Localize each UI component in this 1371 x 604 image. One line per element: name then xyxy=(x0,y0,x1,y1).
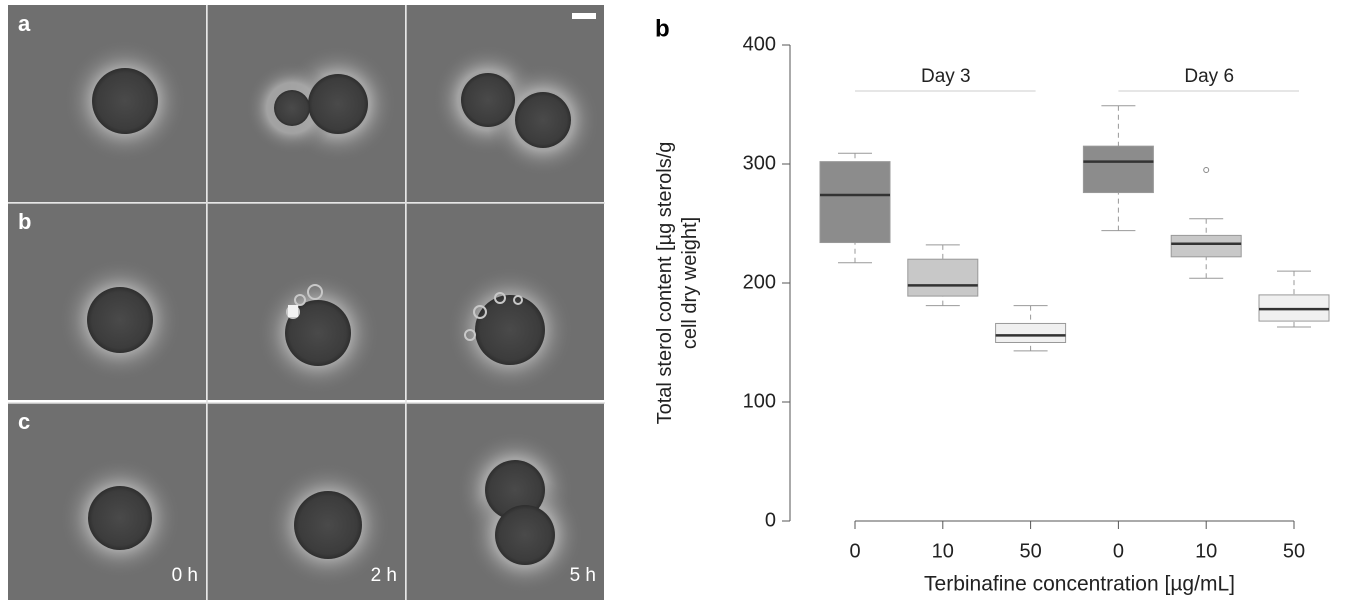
y-tick-label: 300 xyxy=(743,152,776,174)
panel-label: a xyxy=(18,11,31,36)
group-label: Day 6 xyxy=(1184,66,1234,87)
time-label: 5 h xyxy=(570,565,596,586)
vesicle xyxy=(294,294,306,306)
cell xyxy=(495,505,555,565)
panel-label: b xyxy=(655,15,670,42)
vesicle xyxy=(494,292,506,304)
panel-label: b xyxy=(18,209,31,234)
x-tick-label: 50 xyxy=(1283,540,1305,562)
vesicle xyxy=(473,305,487,319)
y-tick-label: 0 xyxy=(765,509,776,531)
group-label: Day 3 xyxy=(921,66,971,87)
x-axis-label: Terbinafine concentration [µg/mL] xyxy=(924,573,1235,596)
y-tick-label: 100 xyxy=(743,390,776,412)
y-axis-label-line: cell dry weight] xyxy=(679,217,701,349)
box xyxy=(819,161,891,244)
y-tick-label: 400 xyxy=(743,33,776,55)
box xyxy=(1170,234,1242,258)
micrographs: a b c 0 h 2 h 5 h xyxy=(8,5,605,600)
cell xyxy=(87,287,153,353)
y-axis-label-line: Total sterol content [µg sterols/g xyxy=(654,142,676,425)
x-tick-label: 50 xyxy=(1019,540,1041,562)
x-tick-label: 0 xyxy=(849,540,860,562)
cell xyxy=(485,460,545,520)
outlier xyxy=(1203,166,1210,173)
x-tick-label: 10 xyxy=(1195,540,1217,562)
cell xyxy=(88,486,152,550)
time-label: 0 h xyxy=(172,565,198,586)
y-tick-label: 200 xyxy=(743,271,776,293)
cell xyxy=(308,74,368,134)
bright-spot xyxy=(288,305,298,317)
vesicle xyxy=(464,329,476,341)
x-tick-label: 0 xyxy=(1113,540,1124,562)
cell xyxy=(274,90,310,126)
cell xyxy=(92,68,158,134)
time-label: 2 h xyxy=(371,565,397,586)
y-axis-label: Total sterol content [µg sterols/g cell d… xyxy=(654,142,701,425)
box xyxy=(907,258,979,297)
box xyxy=(1082,145,1154,194)
panel-label: c xyxy=(18,409,30,434)
x-tick-label: 10 xyxy=(932,540,954,562)
scale-bar xyxy=(572,13,596,19)
cell xyxy=(475,295,545,365)
vesicle xyxy=(513,295,523,305)
cell xyxy=(294,491,362,559)
cell xyxy=(285,300,351,366)
box xyxy=(995,322,1067,343)
cell xyxy=(461,73,515,127)
cell xyxy=(515,92,571,148)
vesicle xyxy=(307,284,323,300)
